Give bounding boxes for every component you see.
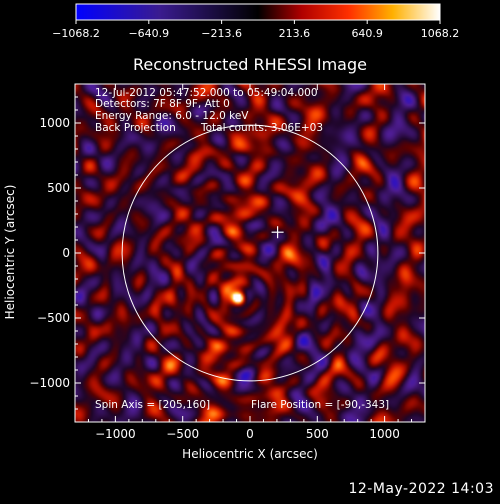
- colorbar-tick-label: 1068.2: [421, 27, 460, 40]
- colorbar-tick-label: −640.9: [128, 27, 169, 40]
- annotation-method: Back Projection: [95, 122, 176, 134]
- colorbar-ticks: −1068.2 −640.9 −213.6 213.6 640.9 1068.2: [52, 20, 459, 40]
- annotation-time: 12-Jul-2012 05:47:52.000 to 05:49:04.000: [95, 87, 318, 99]
- y-tick-label: 1000: [39, 116, 70, 130]
- x-tick-label: 500: [306, 427, 329, 441]
- y-tick-label: −500: [37, 311, 70, 325]
- annotation-block: 12-Jul-2012 05:47:52.000 to 05:49:04.000…: [95, 87, 389, 411]
- x-tick-label: −500: [166, 427, 199, 441]
- colorbar-tick-label: −213.6: [201, 27, 242, 40]
- y-tick-label: 0: [62, 246, 70, 260]
- axis-ticks: −1000 −500 0 500 1000 −1000 −500 0 500 1000: [29, 84, 425, 441]
- solar-disk-limb: [121, 124, 379, 382]
- x-axis-label: Heliocentric X (arcsec): [182, 447, 318, 461]
- colorbar-tick-label: 213.6: [279, 27, 311, 40]
- annotation-detectors: Detectors: 7F 8F 9F, Att 0: [95, 98, 230, 110]
- y-axis-label: Heliocentric Y (arcsec): [3, 185, 17, 320]
- annotation-total-counts: Total counts: 3.06E+03: [200, 122, 323, 134]
- colorbar-tick-label: −1068.2: [52, 27, 100, 40]
- colorbar-tick-label: 640.9: [351, 27, 383, 40]
- annotation-spin-axis: Spin Axis = [205,160]: [95, 399, 210, 411]
- colorbar: [75, 3, 441, 21]
- heatmap-image: [75, 84, 425, 422]
- x-tick-label: 1000: [369, 427, 400, 441]
- y-tick-label: 500: [47, 181, 70, 195]
- x-tick-label: 0: [246, 427, 254, 441]
- y-tick-label: −1000: [29, 376, 70, 390]
- chart-title: Reconstructed RHESSI Image: [133, 55, 367, 74]
- date-stamp: 12-May-2022 14:03: [348, 481, 494, 497]
- image-area: [75, 84, 425, 422]
- annotation-energy: Energy Range: 6.0 - 12.0 keV: [95, 110, 249, 122]
- x-tick-label: −1000: [95, 427, 136, 441]
- annotation-flare-position: Flare Position = [-90,-343]: [251, 399, 389, 411]
- spin-axis-marker: [271, 226, 284, 239]
